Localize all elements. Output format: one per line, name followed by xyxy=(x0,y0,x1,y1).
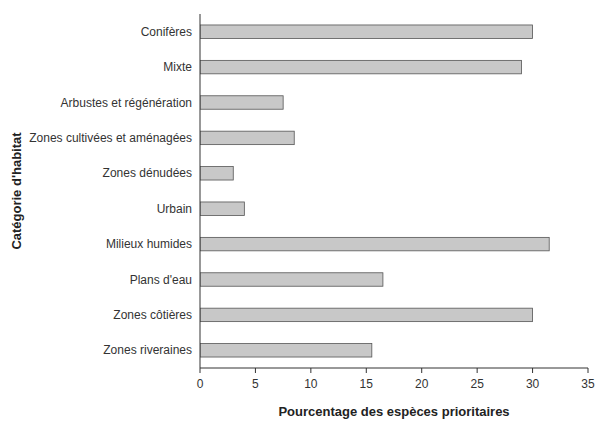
x-tick xyxy=(588,368,589,373)
x-tick xyxy=(310,368,311,373)
y-tick-label: Arbustes et régénération xyxy=(61,96,192,110)
x-tick xyxy=(255,368,256,373)
bar xyxy=(200,25,533,38)
y-tick-label: Urbain xyxy=(157,202,192,216)
x-tick-label: 20 xyxy=(415,377,429,391)
x-tick-label: 10 xyxy=(304,377,318,391)
x-axis-label: Pourcentage des espèces prioritaires xyxy=(278,404,509,419)
chart-container: 0 5 10 15 20 25 30 35 Zones riveraines Zones côti… xyxy=(0,0,610,434)
bar xyxy=(200,308,533,321)
x-tick-label: 0 xyxy=(197,377,204,391)
y-axis-label: Catégorie d'habitat xyxy=(9,132,24,250)
x-axis-line xyxy=(200,368,588,369)
x-tick-label: 35 xyxy=(581,377,595,391)
y-tick-label: Mixte xyxy=(163,60,192,74)
x-tick xyxy=(200,368,201,373)
y-tick-label: Plans d'eau xyxy=(130,273,192,287)
x-tick-label: 30 xyxy=(526,377,540,391)
bar xyxy=(200,167,233,180)
y-tick-label: Conifères xyxy=(141,25,192,39)
x-tick xyxy=(532,368,533,373)
x-tick-label: 15 xyxy=(360,377,374,391)
bar xyxy=(200,60,521,73)
bars xyxy=(200,25,549,357)
y-tick-label: Zones cultivées et aménagées xyxy=(29,131,192,145)
bar xyxy=(200,202,244,215)
y-tick-label: Milieux humides xyxy=(106,237,192,251)
chart-svg: 0 5 10 15 20 25 30 35 Zones riveraines Zones côti… xyxy=(0,0,610,434)
x-tick xyxy=(366,368,367,373)
y-tick-label: Zones côtières xyxy=(113,308,192,322)
bar xyxy=(200,273,383,286)
x-tick xyxy=(421,368,422,373)
x-tick xyxy=(477,368,478,373)
y-axis-line xyxy=(200,14,201,368)
x-tick-label: 5 xyxy=(252,377,259,391)
bar xyxy=(200,237,549,250)
bar xyxy=(200,344,372,357)
bar xyxy=(200,131,294,144)
y-tick-label: Zones dénudées xyxy=(103,166,192,180)
x-tick-label: 25 xyxy=(470,377,484,391)
bar xyxy=(200,96,283,109)
axes: 0 5 10 15 20 25 30 35 Zones riveraines Zones côti… xyxy=(29,14,595,391)
y-tick-label: Zones riveraines xyxy=(103,343,192,357)
